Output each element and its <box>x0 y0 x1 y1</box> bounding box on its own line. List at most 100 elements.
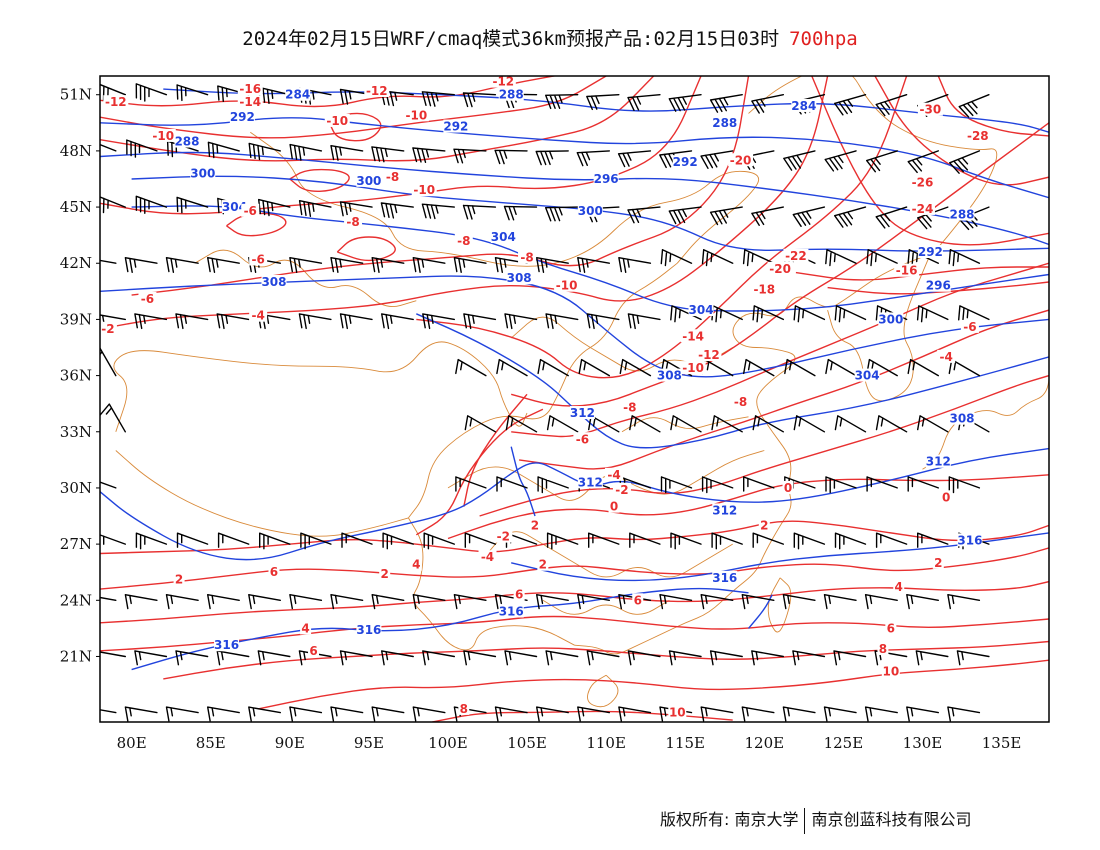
temperature-contour <box>328 112 382 142</box>
wind-barb <box>298 313 332 330</box>
temperature-contour <box>415 408 544 536</box>
height-label-bg <box>577 475 603 489</box>
height-label: 308 <box>507 271 532 285</box>
wind-barb <box>660 249 693 267</box>
temperature-label: 6 <box>309 644 317 658</box>
height-contour <box>131 587 749 671</box>
wind-barb <box>907 358 939 377</box>
height-label-bg <box>791 98 817 112</box>
temperature-label-bg <box>877 641 889 655</box>
temperature-label-bg <box>632 593 644 607</box>
lon-label: 115E <box>665 734 705 752</box>
wind-barb <box>258 198 291 217</box>
height-label-bg <box>261 274 287 288</box>
wind-barb <box>464 415 497 433</box>
wind-barb <box>824 150 857 172</box>
temperature-label: 6 <box>515 588 523 602</box>
wind-barb <box>578 358 610 377</box>
temperature-label-bg <box>403 108 429 122</box>
height-label-bg <box>490 230 516 244</box>
wind-barb <box>546 532 579 550</box>
height-label: 300 <box>878 312 903 326</box>
lat-label: 27N <box>60 535 92 553</box>
temperature-label-bg <box>249 308 268 322</box>
temperature-label-bg <box>529 518 541 532</box>
temperature-label-bg <box>173 572 185 586</box>
temperature-label: -10 <box>556 279 578 293</box>
temperature-label: -12 <box>492 75 514 89</box>
wind-barb <box>741 706 775 722</box>
lat-label: 48N <box>60 142 92 160</box>
temperature-label: 6 <box>270 565 278 579</box>
wind-barb <box>412 147 446 163</box>
wind-barb <box>906 706 939 722</box>
wind-barb <box>958 94 990 118</box>
wind-barb <box>670 305 702 323</box>
temperature-label-bg <box>767 261 793 275</box>
wind-barb <box>619 358 652 377</box>
wind-barb <box>381 650 414 666</box>
lat-label: 45N <box>60 198 92 216</box>
temperature-label-bg <box>731 394 750 408</box>
temperature-label-bg <box>932 555 944 569</box>
wind-barb <box>536 706 569 722</box>
height-label-bg <box>712 503 738 517</box>
height-label-bg <box>506 271 532 285</box>
wind-barb <box>100 314 126 330</box>
height-label-bg <box>569 406 595 420</box>
temperature-label: -6 <box>576 432 589 446</box>
temperature-label: 2 <box>539 558 547 572</box>
wind-barb <box>453 594 487 610</box>
height-label-bg <box>356 173 382 187</box>
temperature-label: -20 <box>730 153 752 167</box>
height-label-bg <box>443 119 469 133</box>
temperature-label-bg <box>454 233 473 247</box>
temperature-label-bg <box>965 128 991 142</box>
temperature-label-bg <box>241 203 260 217</box>
wind-barb <box>423 532 455 550</box>
wind-barb <box>494 706 528 722</box>
wind-barb <box>463 650 497 666</box>
wind-barb <box>915 650 949 666</box>
temperature-label: -10 <box>682 361 704 375</box>
wind-barb <box>216 313 250 330</box>
temperature-label: -8 <box>520 251 533 265</box>
wind-barb <box>412 594 446 610</box>
height-label: 316 <box>499 605 524 619</box>
height-label-bg <box>498 87 524 101</box>
temperature-label-bg <box>379 567 391 581</box>
lat-label: 21N <box>60 647 92 665</box>
height-label-bg <box>917 245 943 259</box>
wind-barb <box>875 415 908 433</box>
wind-barb <box>588 532 620 548</box>
wind-barb <box>743 476 775 492</box>
wind-barb <box>668 650 702 666</box>
temperature-label: 2 <box>760 518 768 532</box>
temperature-label-bg <box>478 550 497 564</box>
height-label-bg <box>577 203 603 217</box>
wind-barb <box>453 257 487 273</box>
lat-label: 36N <box>60 367 92 385</box>
temperature-contour <box>131 76 750 296</box>
lon-label: 135E <box>982 734 1022 752</box>
temperature-label-bg <box>620 400 639 414</box>
lat-label: 30N <box>60 479 92 497</box>
height-contour <box>100 447 1049 561</box>
height-label: 304 <box>855 369 880 383</box>
height-label: 304 <box>222 200 247 214</box>
wind-barb <box>175 313 209 330</box>
temperature-label: 6 <box>634 593 642 607</box>
wind-barb <box>462 92 497 108</box>
wind-barb <box>906 594 939 610</box>
temperature-contour <box>519 309 1049 470</box>
temperature-contour <box>431 710 733 722</box>
height-contour <box>100 275 1049 378</box>
wind-barb <box>864 594 898 610</box>
height-contour <box>510 446 536 517</box>
temperature-label: -8 <box>734 395 747 409</box>
height-label-bg <box>688 303 714 317</box>
wind-barb <box>956 650 990 666</box>
wind-barb <box>381 313 414 330</box>
height-label-bg <box>214 638 240 652</box>
temperature-label-bg <box>940 490 952 504</box>
